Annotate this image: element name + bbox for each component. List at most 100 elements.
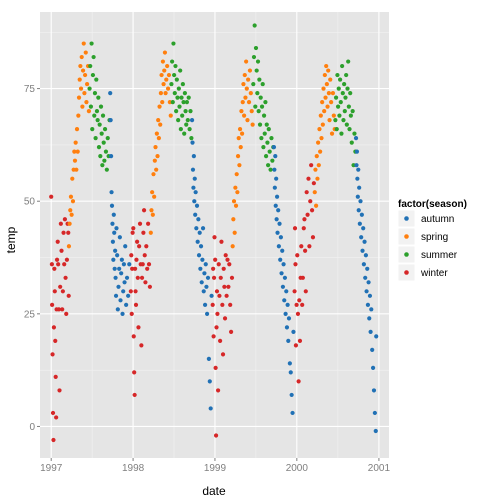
data-point-spring bbox=[70, 199, 76, 204]
y-tick-label: 0 bbox=[29, 422, 35, 433]
data-point-summer bbox=[96, 95, 101, 100]
data-point-summer bbox=[341, 118, 346, 123]
data-point-winter bbox=[214, 325, 219, 330]
data-point-spring bbox=[238, 145, 243, 150]
data-point-spring bbox=[230, 244, 235, 249]
data-point-summer bbox=[185, 118, 190, 123]
data-point-spring bbox=[237, 163, 242, 168]
data-point-summer bbox=[92, 90, 98, 96]
data-point-spring bbox=[320, 100, 325, 105]
data-point-winter bbox=[221, 266, 226, 271]
data-point-autumn bbox=[280, 284, 286, 289]
legend-swatch-spring bbox=[404, 234, 409, 239]
data-point-winter bbox=[52, 266, 57, 271]
data-point-spring bbox=[67, 221, 72, 226]
data-points bbox=[49, 23, 379, 443]
data-point-autumn bbox=[288, 370, 293, 375]
data-point-summer bbox=[180, 81, 185, 87]
data-point-spring bbox=[318, 113, 323, 118]
data-point-winter bbox=[129, 311, 134, 316]
data-point-spring bbox=[243, 95, 248, 100]
data-point-winter bbox=[302, 217, 307, 222]
data-point-autumn bbox=[280, 248, 285, 253]
data-point-spring bbox=[154, 167, 159, 172]
data-point-winter bbox=[60, 307, 65, 312]
data-point-winter bbox=[64, 257, 70, 262]
data-point-winter bbox=[228, 302, 233, 307]
data-point-spring bbox=[157, 104, 162, 109]
data-point-winter bbox=[216, 262, 221, 267]
data-point-summer bbox=[261, 145, 266, 150]
data-point-summer bbox=[339, 131, 344, 136]
data-point-spring bbox=[316, 140, 321, 145]
data-point-autumn bbox=[364, 289, 369, 294]
data-point-winter bbox=[222, 284, 227, 289]
data-point-spring bbox=[85, 81, 90, 87]
data-point-summer bbox=[170, 100, 175, 105]
data-point-autumn bbox=[122, 280, 127, 285]
data-point-autumn bbox=[363, 253, 368, 258]
data-point-winter bbox=[66, 230, 71, 235]
data-point-winter bbox=[58, 221, 63, 226]
data-point-spring bbox=[329, 131, 335, 136]
data-point-autumn bbox=[109, 190, 114, 195]
data-point-summer bbox=[180, 113, 185, 118]
data-point-spring bbox=[78, 86, 84, 91]
data-point-winter bbox=[143, 280, 148, 285]
data-point-spring bbox=[321, 86, 326, 91]
data-point-winter bbox=[133, 266, 138, 271]
data-point-spring bbox=[314, 154, 319, 159]
data-point-winter bbox=[145, 266, 150, 271]
data-point-spring bbox=[235, 190, 240, 195]
data-point-autumn bbox=[274, 194, 280, 199]
data-point-autumn bbox=[285, 302, 290, 307]
data-point-winter bbox=[304, 190, 309, 195]
data-point-summer bbox=[254, 68, 259, 73]
data-point-summer bbox=[177, 104, 182, 109]
data-point-winter bbox=[293, 262, 298, 267]
data-point-spring bbox=[150, 212, 155, 217]
x-axis-title: date bbox=[202, 484, 226, 498]
data-point-autumn bbox=[361, 262, 366, 267]
data-point-autumn bbox=[356, 208, 361, 213]
data-point-winter bbox=[64, 311, 69, 316]
data-point-summer bbox=[182, 90, 187, 96]
data-point-winter bbox=[229, 275, 235, 280]
data-point-spring bbox=[70, 176, 75, 181]
x-tick-label: 1998 bbox=[122, 463, 145, 474]
data-point-summer bbox=[340, 90, 345, 96]
data-point-winter bbox=[128, 289, 133, 294]
data-point-autumn bbox=[194, 226, 199, 231]
data-point-autumn bbox=[362, 239, 367, 244]
data-point-summer bbox=[350, 109, 355, 114]
data-point-spring bbox=[324, 63, 329, 69]
data-point-autumn bbox=[199, 280, 204, 285]
data-point-winter bbox=[295, 311, 301, 316]
data-point-winter bbox=[292, 226, 298, 231]
data-point-winter bbox=[301, 226, 306, 231]
data-point-summer bbox=[176, 86, 181, 91]
data-point-autumn bbox=[108, 118, 113, 123]
data-point-autumn bbox=[274, 217, 279, 222]
data-point-summer bbox=[259, 104, 265, 109]
data-point-autumn bbox=[114, 226, 119, 231]
series-summer bbox=[87, 23, 358, 172]
data-point-spring bbox=[159, 72, 164, 78]
data-point-autumn bbox=[196, 253, 202, 258]
data-point-autumn bbox=[281, 262, 286, 267]
data-point-autumn bbox=[204, 284, 209, 289]
data-point-spring bbox=[150, 190, 155, 195]
data-point-summer bbox=[260, 81, 265, 87]
data-point-autumn bbox=[124, 275, 130, 280]
legend-label-summer: summer bbox=[421, 250, 458, 261]
data-point-autumn bbox=[354, 163, 359, 168]
data-point-winter bbox=[293, 343, 299, 348]
data-point-summer bbox=[344, 72, 349, 78]
data-point-summer bbox=[186, 95, 191, 100]
data-point-summer bbox=[262, 131, 267, 136]
data-point-summer bbox=[100, 113, 106, 118]
data-point-winter bbox=[135, 239, 140, 244]
data-point-winter bbox=[300, 275, 305, 280]
data-point-summer bbox=[257, 122, 263, 127]
data-point-autumn bbox=[368, 329, 373, 334]
